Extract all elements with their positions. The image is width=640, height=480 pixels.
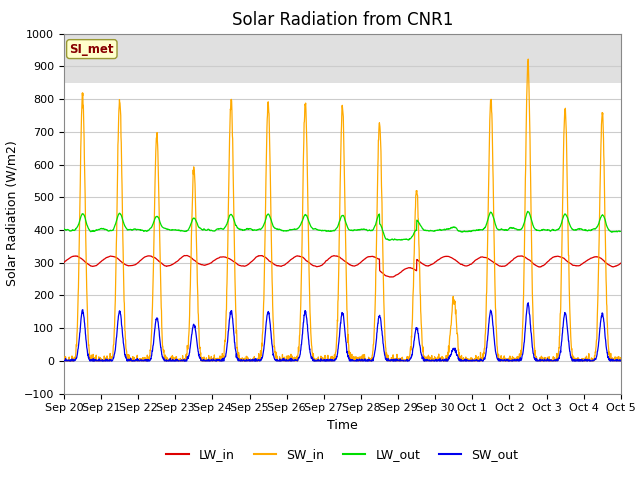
Bar [64, 34, 621, 83]
Text: SI_met: SI_met [70, 43, 114, 56]
X-axis label: Time: Time [327, 419, 358, 432]
Title: Solar Radiation from CNR1: Solar Radiation from CNR1 [232, 11, 453, 29]
Y-axis label: Solar Radiation (W/m2): Solar Radiation (W/m2) [5, 141, 19, 287]
Legend: LW_in, SW_in, LW_out, SW_out: LW_in, SW_in, LW_out, SW_out [161, 443, 524, 466]
